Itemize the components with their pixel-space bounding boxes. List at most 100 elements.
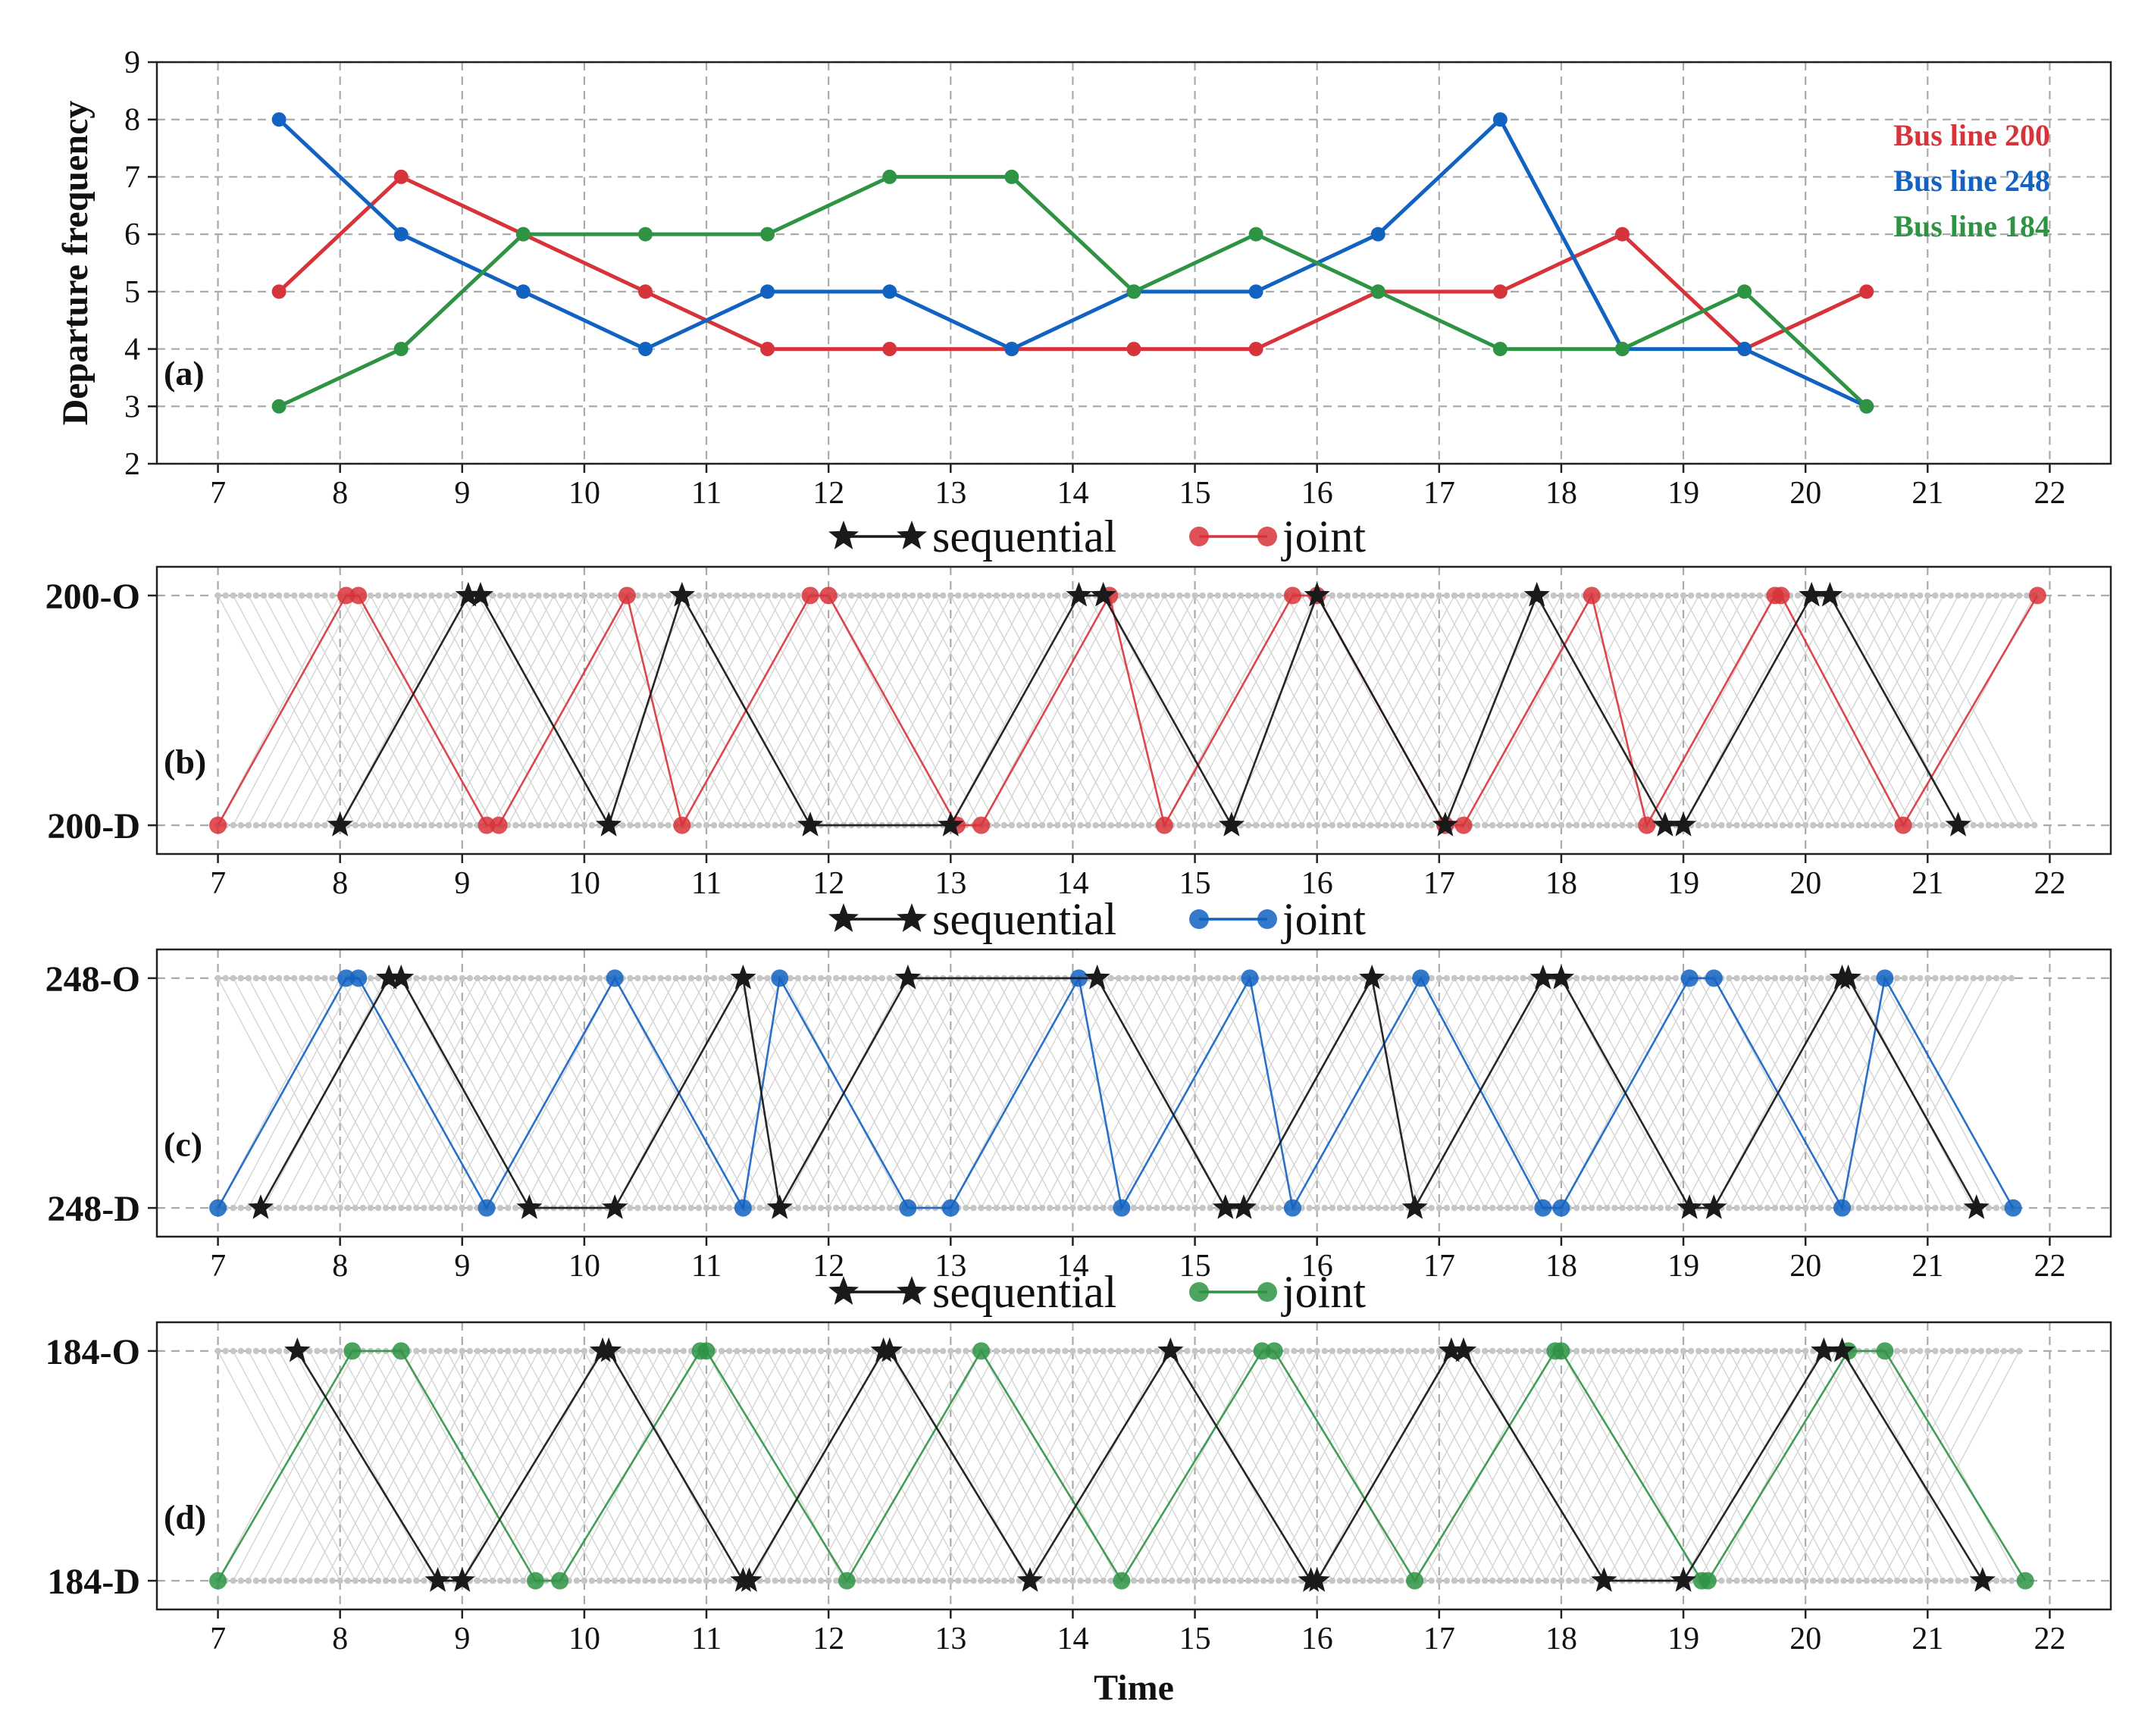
candidate-stop-dot (268, 1347, 275, 1355)
candidate-stop-dot (703, 1204, 710, 1212)
candidate-stop-dot (1382, 1577, 1389, 1584)
candidate-stop-dot (436, 1347, 443, 1355)
candidate-stop-dot (558, 821, 565, 829)
candidate-stop-dot (909, 1577, 916, 1584)
candidate-stop-dot (1970, 1347, 1977, 1355)
data-point-joint (606, 969, 624, 987)
candidate-stop-dot (520, 1347, 527, 1355)
candidate-trip-line (919, 1350, 1043, 1581)
candidate-stop-dot (764, 592, 771, 599)
candidate-stop-dot (299, 1204, 305, 1212)
candidate-trip-line (1270, 1350, 1395, 1581)
candidate-stop-dot (931, 592, 939, 599)
data-point-sequential (516, 1194, 543, 1219)
candidate-trip-line (308, 1350, 433, 1581)
candidate-stop-dot (306, 821, 313, 829)
data-point-sequential (1945, 812, 1971, 837)
candidate-trip-line (553, 595, 677, 826)
candidate-stop-dot (275, 974, 283, 982)
candidate-trip-line (462, 1350, 585, 1581)
candidate-stop-dot (665, 1347, 672, 1355)
candidate-trip-line (599, 595, 722, 826)
candidate-stop-dot (1138, 821, 1145, 829)
data-point-joint (1680, 969, 1699, 987)
candidate-stop-dot (1580, 821, 1588, 829)
panel-label: (b) (164, 743, 206, 781)
candidate-stop-dot (1810, 1204, 1817, 1212)
candidate-stop-dot (283, 1204, 290, 1212)
candidate-stop-dot (1023, 592, 1031, 599)
x-tick-label: 9 (454, 866, 470, 901)
candidate-stop-dot (505, 1347, 512, 1355)
candidate-stop-dot (1154, 1204, 1160, 1212)
candidate-stop-dot (1351, 1204, 1359, 1212)
candidate-stop-dot (794, 821, 802, 829)
data-point-sequential (1799, 581, 1825, 607)
legend: sequential joint (828, 511, 1366, 561)
candidate-stop-dot (543, 974, 549, 982)
data-point-joint (1638, 816, 1656, 834)
candidate-stop-dot (901, 1577, 909, 1584)
candidate-stop-dot (1176, 1577, 1183, 1584)
candidate-stop-dot (573, 1347, 581, 1355)
candidate-stop-dot (1489, 1204, 1496, 1212)
x-tick-label: 20 (1789, 866, 1821, 901)
candidate-stop-dot (619, 821, 626, 829)
candidate-stop-dot (1085, 1347, 1091, 1355)
candidate-stop-dot (367, 1577, 374, 1584)
data-point-sequential (766, 1194, 793, 1219)
candidate-stop-dot (1069, 821, 1076, 829)
candidate-stop-dot (443, 1204, 450, 1212)
data-point-sequential (376, 964, 402, 990)
candidate-stop-dot (520, 592, 527, 599)
candidate-stop-dot (1291, 974, 1298, 982)
candidate-stop-dot (1031, 1204, 1038, 1212)
candidate-stop-dot (1008, 1577, 1016, 1584)
candidate-trip-line (1514, 977, 1639, 1209)
candidate-stop-dot (1199, 1577, 1206, 1584)
candidate-stop-dot (1138, 1204, 1145, 1212)
candidate-stop-dot (993, 1204, 1000, 1212)
candidate-trip-line (492, 595, 615, 826)
candidate-stop-dot (1589, 1347, 1595, 1355)
candidate-stop-dot (1711, 821, 1717, 829)
candidate-stop-dot (436, 1204, 443, 1212)
candidate-stop-dot (1779, 1204, 1786, 1212)
candidate-stop-dot (1100, 821, 1107, 829)
candidate-trip-line (1881, 595, 2005, 826)
candidate-trip-line (843, 977, 967, 1209)
candidate-stop-dot (413, 1577, 420, 1584)
candidate-stop-dot (1100, 1204, 1107, 1212)
candidate-trip-line (843, 595, 967, 826)
candidate-stop-dot (1367, 1347, 1374, 1355)
candidate-trip-line (873, 977, 997, 1209)
candidate-stop-dot (1138, 592, 1145, 599)
candidate-stop-dot (558, 974, 565, 982)
candidate-stop-dot (543, 592, 549, 599)
candidate-stop-dot (374, 1577, 382, 1584)
candidate-stop-dot (1023, 1204, 1031, 1212)
candidate-trip-line (446, 977, 570, 1209)
candidate-trip-line (1041, 977, 1165, 1209)
y-category-label: 248-O (45, 959, 140, 999)
candidate-stop-dot (1283, 1347, 1290, 1355)
candidate-stop-dot (1367, 592, 1374, 599)
candidate-stop-dot (1977, 974, 1985, 982)
candidate-stop-dot (565, 592, 572, 599)
candidate-stop-dot (1733, 821, 1740, 829)
candidate-stop-dot (833, 1347, 840, 1355)
candidate-trip-line (1347, 977, 1470, 1209)
candidate-stop-dot (230, 974, 236, 982)
candidate-stop-dot (1611, 592, 1618, 599)
x-tick-label: 14 (1057, 1249, 1088, 1284)
candidate-stop-dot (1749, 974, 1755, 982)
candidate-stop-dot (993, 1577, 1000, 1584)
candidate-stop-dot (1573, 592, 1580, 599)
candidate-trip-line (415, 595, 540, 826)
candidate-trip-line (1011, 977, 1135, 1209)
series-sequential (247, 964, 1990, 1219)
candidate-stop-dot (1512, 1204, 1519, 1212)
candidate-stop-dot (680, 1577, 687, 1584)
legend-entry: Bus line 248 (1893, 164, 2050, 198)
data-point-sequential (1963, 1194, 1990, 1219)
